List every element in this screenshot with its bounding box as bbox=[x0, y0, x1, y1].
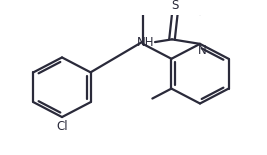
Text: NH: NH bbox=[137, 36, 155, 49]
Text: S: S bbox=[171, 0, 179, 11]
Text: Cl: Cl bbox=[56, 120, 68, 133]
Text: N: N bbox=[198, 44, 206, 57]
